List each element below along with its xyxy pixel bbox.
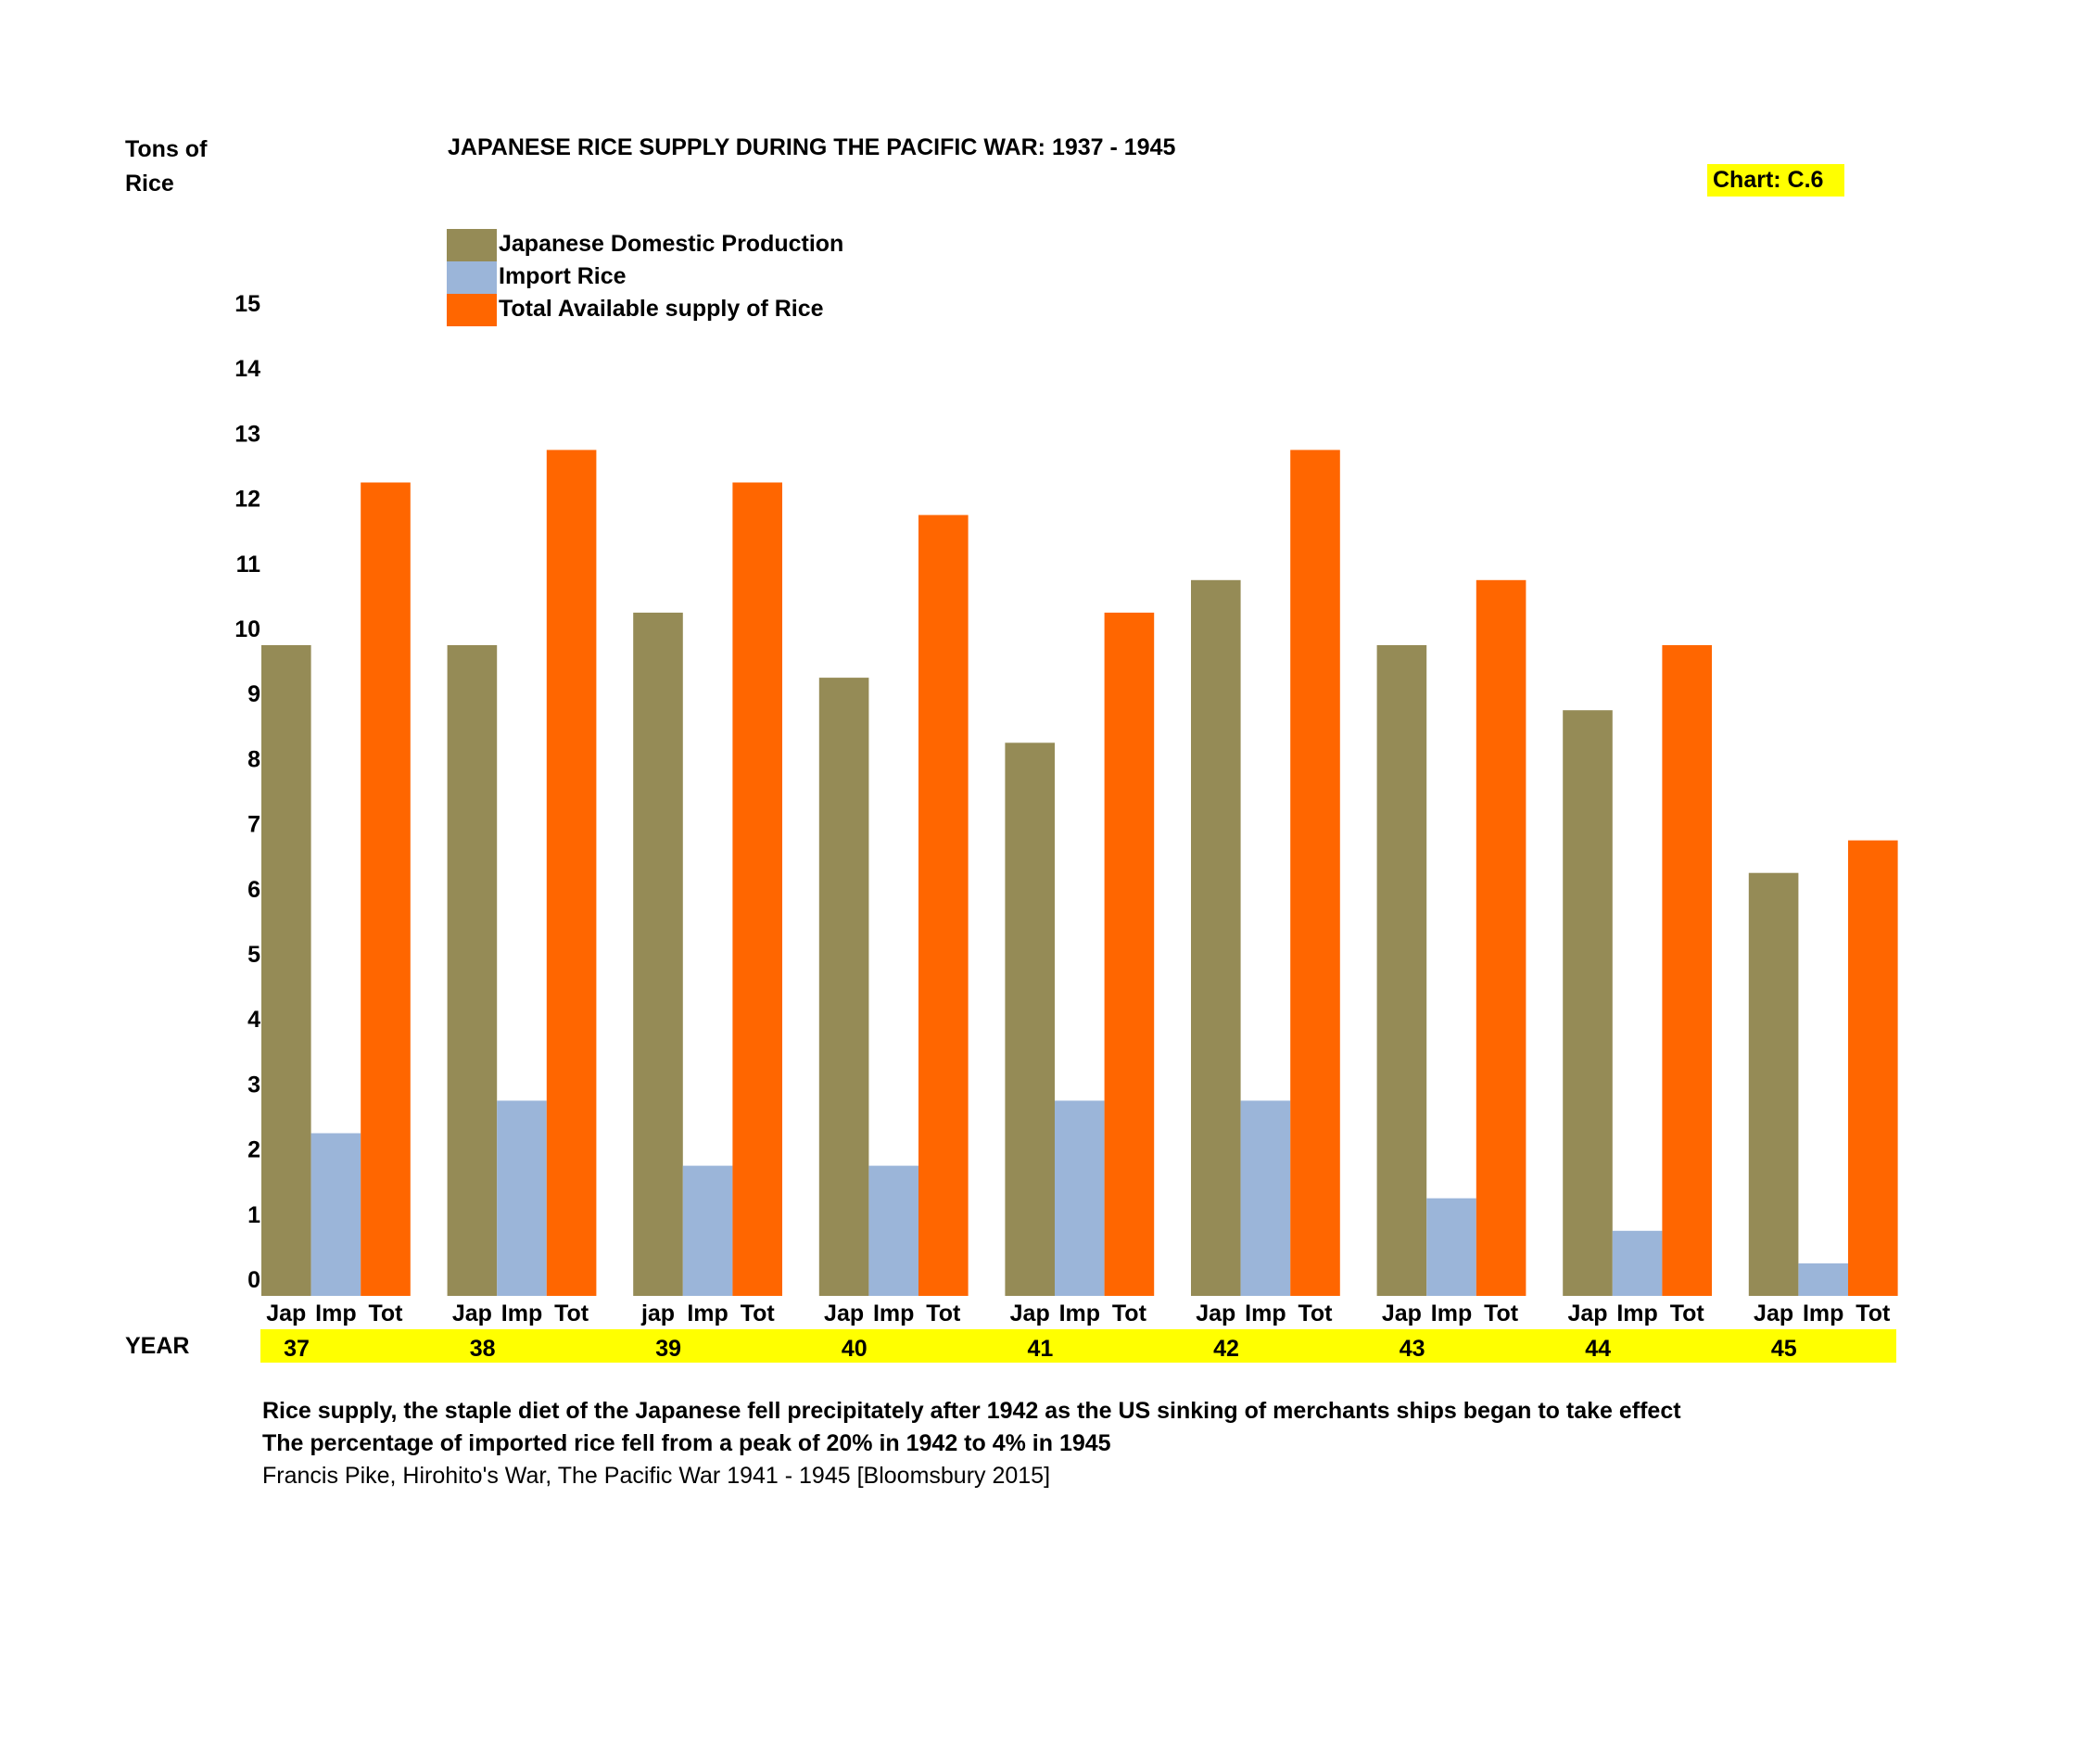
y-tick-label: 7 [247,812,260,838]
y-tick-label: 6 [247,877,260,903]
legend-label-import: Import Rice [499,263,627,289]
bar-label: Jap [1196,1301,1235,1326]
bar-label: Jap [266,1301,306,1326]
x-tick-label-year: 41 [1027,1336,1053,1362]
bar-label: Imp [1059,1301,1100,1326]
x-tick-label-year: 43 [1400,1336,1425,1362]
y-axis-title-line1: Tons of [125,136,208,162]
x-axis-title: YEAR [125,1333,190,1359]
bar-import-42 [1240,1100,1291,1296]
bar-label: Imp [1803,1301,1843,1326]
bar-import-40 [868,1165,918,1296]
y-tick-label: 9 [247,681,260,707]
x-tick-label-year: 40 [842,1336,868,1362]
note-line-1: Rice supply, the staple diet of the Japa… [262,1398,1681,1424]
bar-total-45 [1848,840,1898,1296]
bar-label: Jap [1567,1301,1607,1326]
y-tick-label: 1 [247,1202,260,1228]
bar-label: Imp [1431,1301,1472,1326]
chart-id-badge: Chart: C.6 [1707,164,1844,197]
bar-label: Tot [926,1301,961,1326]
note-line-2: The percentage of imported rice fell fro… [262,1430,1111,1456]
bar-domestic-39 [633,612,683,1296]
bar-import-41 [1055,1100,1105,1296]
legend-swatch-total [447,294,497,326]
legend-swatch-import [447,261,497,294]
bar-total-40 [918,514,969,1296]
y-tick-label: 2 [247,1137,260,1163]
bar-label: Jap [452,1301,492,1326]
y-tick-label: 15 [234,291,260,317]
bar-label: Imp [501,1301,542,1326]
x-tick-label-year: 38 [470,1336,496,1362]
bar-label: Tot [741,1301,776,1326]
bar-total-39 [732,482,782,1296]
bar-label: Jap [1754,1301,1793,1326]
y-tick-label: 3 [247,1072,260,1098]
bar-domestic-38 [447,645,498,1296]
bar-domestic-41 [1005,742,1055,1296]
bar-label: Imp [1245,1301,1286,1326]
bar-import-45 [1798,1263,1848,1296]
bar-label: Tot [1298,1301,1333,1326]
bar-total-42 [1290,450,1340,1296]
bar-domestic-43 [1376,645,1427,1296]
bar-domestic-44 [1563,710,1613,1296]
bar-total-37 [361,482,411,1296]
bar-label: Imp [1616,1301,1657,1326]
bar-label: Tot [1484,1301,1519,1326]
bar-import-38 [497,1100,547,1296]
y-tick-label: 10 [234,616,260,642]
notes: Rice supply, the staple diet of the Japa… [262,1395,1681,1492]
bar-label: Tot [1670,1301,1705,1326]
y-tick-label: 5 [247,942,260,968]
bar-total-38 [546,450,597,1296]
source-citation: Francis Pike, Hirohito's War, The Pacifi… [262,1463,1051,1489]
y-tick-label: 13 [234,421,260,447]
bar-import-44 [1612,1230,1663,1296]
chart-title: JAPANESE RICE SUPPLY DURING THE PACIFIC … [448,134,1176,160]
bar-import-37 [310,1133,361,1296]
bar-label: jap [640,1301,675,1326]
bar-label: Tot [368,1301,403,1326]
bar-domestic-42 [1191,579,1241,1296]
y-axis-title-line2: Rice [125,171,174,197]
bar-label: Jap [824,1301,864,1326]
bar-total-44 [1662,645,1712,1296]
y-tick-label: 4 [247,1007,260,1033]
bar-label: Imp [873,1301,914,1326]
y-tick-label: 0 [247,1267,260,1293]
y-axis-title: Tons of Rice [125,133,207,201]
bar-label: Jap [1010,1301,1050,1326]
bar-label: Tot [554,1301,589,1326]
y-tick-label: 12 [234,487,260,513]
y-tick-label: 14 [234,356,260,382]
bar-total-43 [1476,579,1526,1296]
legend-label-domestic: Japanese Domestic Production [499,231,844,257]
legend-label-total: Total Available supply of Rice [499,296,824,322]
x-tick-label-year: 37 [284,1336,310,1362]
x-tick-label-year: 39 [655,1336,681,1362]
bar-domestic-37 [261,645,311,1296]
bar-total-41 [1104,612,1155,1296]
bar-label: Tot [1856,1301,1891,1326]
bar-import-39 [682,1165,733,1296]
bar-import-43 [1426,1198,1476,1296]
bar-label: Jap [1382,1301,1422,1326]
year-band [260,1329,1896,1363]
y-tick-label: 8 [247,746,260,772]
bar-label: Imp [315,1301,356,1326]
bar-domestic-45 [1748,872,1799,1296]
bar-label: Imp [687,1301,728,1326]
bar-label: Tot [1112,1301,1147,1326]
y-tick-label: 11 [236,552,261,577]
x-tick-label-year: 42 [1213,1336,1239,1362]
x-tick-label-year: 44 [1585,1336,1611,1362]
x-tick-label-year: 45 [1771,1336,1797,1362]
bar-domestic-40 [818,678,869,1296]
legend-swatch-domestic [447,229,497,261]
